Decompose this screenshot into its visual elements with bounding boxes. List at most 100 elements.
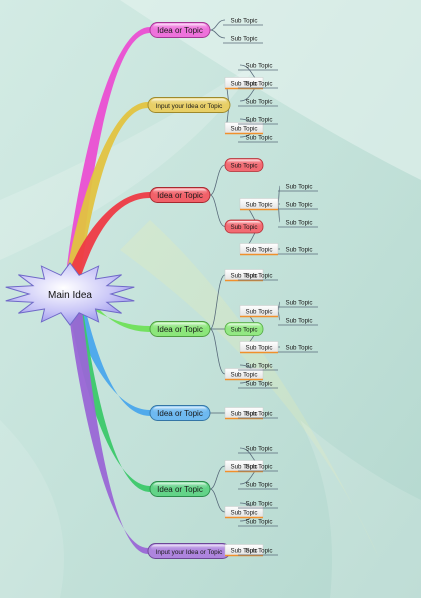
sub-topic-leaf[interactable]: Sub Topic xyxy=(238,117,278,125)
sub-topic-label: Sub Topic xyxy=(230,411,257,418)
sub-topic-node[interactable]: Sub Topic xyxy=(224,77,264,90)
bubble-gloss xyxy=(227,159,261,165)
sub-topic-label: Sub Topic xyxy=(245,99,272,106)
sub-topic-leaf[interactable]: Sub Topic xyxy=(238,135,278,143)
bubble-gloss xyxy=(153,482,207,489)
branch-label: Input your Idea or Topic xyxy=(156,549,223,556)
sub-topic-label: Sub Topic xyxy=(245,273,272,280)
sub-topic-node[interactable]: Sub Topic xyxy=(224,544,264,557)
sub-topic-label: Sub Topic xyxy=(245,482,272,489)
sub-topic-leaf[interactable]: Sub Topic xyxy=(223,36,263,44)
sub-topic-leaf[interactable]: Sub Topic xyxy=(278,247,318,255)
starburst-shape xyxy=(5,262,135,326)
main-idea-node[interactable]: Main Idea xyxy=(5,262,135,326)
sub-topic-node[interactable]: Sub Topic xyxy=(224,122,264,135)
sub-topic-label: Sub Topic xyxy=(230,36,257,43)
sub-topic-label: Sub Topic xyxy=(245,202,272,209)
sub-topic-leaf[interactable]: Sub Topic xyxy=(238,501,278,509)
branch-label: Idea or Topic xyxy=(157,409,203,418)
branch-trunk xyxy=(65,282,148,554)
connector-line xyxy=(209,164,226,196)
sub-topic-leaf[interactable]: Sub Topic xyxy=(238,446,278,454)
sub-topic-node[interactable]: Sub Topic xyxy=(224,460,264,473)
sub-topic-label: Sub Topic xyxy=(245,519,272,526)
sub-topic-label: Sub Topic xyxy=(285,300,312,307)
sub-topic-leaf[interactable]: Sub Topic xyxy=(238,273,278,281)
sub-topic-label: Sub Topic xyxy=(245,381,272,388)
bubble-gloss xyxy=(151,98,227,105)
sub-topic-leaf[interactable]: Sub Topic xyxy=(238,81,278,89)
bubble-gloss xyxy=(153,406,207,413)
sub-topic-node[interactable]: Sub Topic xyxy=(224,506,264,519)
sub-topic-leaf[interactable]: Sub Topic xyxy=(278,300,318,308)
sub-topic-label: Sub Topic xyxy=(230,510,257,517)
sub-topic-label: Sub Topic xyxy=(285,318,312,325)
connector-line xyxy=(209,328,226,375)
sub-topic-leaf[interactable]: Sub Topic xyxy=(278,220,318,228)
sub-topic-leaf[interactable]: Sub Topic xyxy=(278,345,318,353)
branch-label: Input your Idea or Topic xyxy=(156,103,223,110)
sub-topic-label: Sub Topic xyxy=(230,224,257,231)
sub-topic-leaf[interactable]: Sub Topic xyxy=(278,184,318,192)
sub-topic-node[interactable]: Sub Topic xyxy=(239,341,279,354)
sub-topic-label: Sub Topic xyxy=(245,446,272,453)
sub-topic-label: Sub Topic xyxy=(230,464,257,471)
branch-node[interactable]: Input your Idea or Topic xyxy=(147,97,231,113)
sub-topic-label: Sub Topic xyxy=(245,63,272,70)
sub-topic-label: Sub Topic xyxy=(245,81,272,88)
bubble-gloss xyxy=(153,23,207,30)
sub-topic-leaf[interactable]: Sub Topic xyxy=(238,411,278,419)
branch-trunk xyxy=(65,282,150,492)
sub-topic-label: Sub Topic xyxy=(245,135,272,142)
sub-topic-leaf[interactable]: Sub Topic xyxy=(223,18,263,26)
sub-topic-leaf[interactable]: Sub Topic xyxy=(238,464,278,472)
sub-topic-label: Sub Topic xyxy=(230,273,257,280)
connector-line xyxy=(209,488,226,513)
sub-topic-leaf[interactable]: Sub Topic xyxy=(278,202,318,210)
sub-topic-node[interactable]: Sub Topic xyxy=(239,198,279,211)
sub-topic-leaf[interactable]: Sub Topic xyxy=(238,363,278,371)
sub-topic-node[interactable]: Sub Topic xyxy=(224,269,264,282)
branch-node[interactable]: Input your Idea or Topic xyxy=(147,543,231,559)
sub-topic-label: Sub Topic xyxy=(230,372,257,379)
branch-label: Idea or Topic xyxy=(157,191,203,200)
main-idea-label: Main Idea xyxy=(48,290,92,301)
sub-topic-label: Sub Topic xyxy=(285,202,312,209)
sub-topic-leaf[interactable]: Sub Topic xyxy=(238,99,278,107)
connector-line xyxy=(209,19,226,31)
branch-trunk xyxy=(65,102,148,282)
sub-topic-leaf[interactable]: Sub Topic xyxy=(238,519,278,527)
sub-topic-label: Sub Topic xyxy=(230,548,257,555)
sub-topic-leaf[interactable]: Sub Topic xyxy=(278,318,318,326)
sub-topic-label: Sub Topic xyxy=(285,345,312,352)
sub-topic-node[interactable]: Sub Topic xyxy=(239,243,279,256)
sub-topic-label: Sub Topic xyxy=(230,81,257,88)
bubble-gloss xyxy=(227,221,261,227)
branch-node[interactable]: Idea or Topic xyxy=(149,187,211,203)
sub-topic-leaf[interactable]: Sub Topic xyxy=(224,158,264,172)
sub-topic-node[interactable]: Sub Topic xyxy=(239,305,279,318)
sub-topic-label: Sub Topic xyxy=(245,501,272,508)
branch-node[interactable]: Idea or Topic xyxy=(149,321,211,337)
sub-topic-leaf[interactable]: Sub Topic xyxy=(238,548,278,556)
sub-topic-node[interactable]: Sub Topic xyxy=(224,368,264,381)
branch-label: Idea or Topic xyxy=(157,325,203,334)
sub-topic-node[interactable]: Sub Topic xyxy=(224,407,264,420)
branch-label: Idea or Topic xyxy=(157,485,203,494)
sub-topic-node[interactable]: Sub Topic xyxy=(224,322,264,336)
bubble-gloss xyxy=(227,323,261,329)
sub-topic-leaf[interactable]: Sub Topic xyxy=(238,381,278,389)
sub-topic-leaf[interactable]: Sub Topic xyxy=(238,482,278,490)
branch-node[interactable]: Idea or Topic xyxy=(149,481,211,497)
branch-label: Idea or Topic xyxy=(157,26,203,35)
sub-topic-label: Sub Topic xyxy=(230,327,257,334)
branch-node[interactable]: Idea or Topic xyxy=(149,405,211,421)
sub-topic-node[interactable]: Sub Topic xyxy=(224,219,264,234)
connector-line xyxy=(209,194,226,227)
sub-topic-leaf[interactable]: Sub Topic xyxy=(238,63,278,71)
connector-line xyxy=(209,465,226,490)
branch-node[interactable]: Idea or Topic xyxy=(149,22,211,38)
